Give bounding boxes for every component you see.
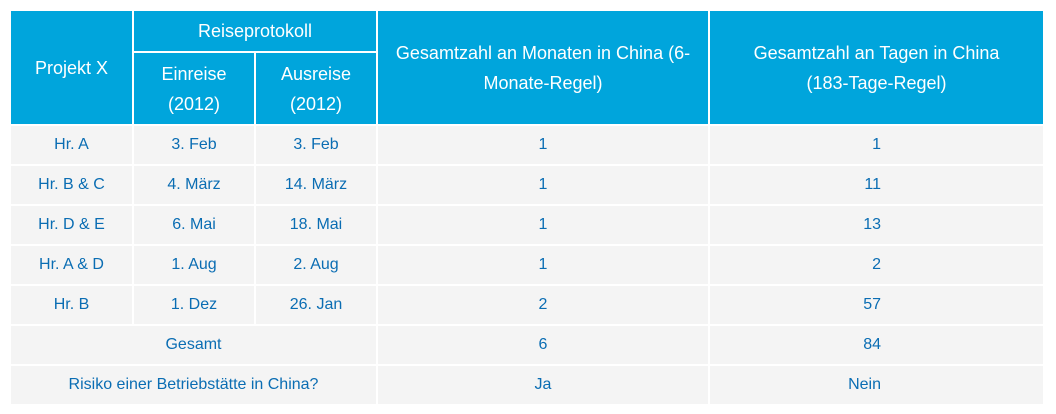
cell-entry: 6. Mai: [134, 206, 254, 244]
cell-exit: 3. Feb: [256, 126, 376, 164]
cell-exit: 26. Jan: [256, 286, 376, 324]
risk-months: Ja: [378, 366, 708, 404]
total-months: 6: [378, 326, 708, 364]
table-row: Hr. B & C 4. März 14. März 1 11: [11, 166, 1043, 204]
cell-entry: 1. Aug: [134, 246, 254, 284]
cell-days: 2: [710, 246, 1043, 284]
cell-days: 11: [710, 166, 1043, 204]
cell-person: Hr. A: [11, 126, 132, 164]
header-days: Gesamtzahl an Tagen in China (183-Tage-R…: [710, 11, 1043, 124]
header-months: Gesamtzahl an Monaten in China (6-Monate…: [378, 11, 708, 124]
header-exit: Ausreise (2012): [256, 53, 376, 124]
cell-months: 1: [378, 126, 708, 164]
header-project: Projekt X: [11, 11, 132, 124]
cell-months: 1: [378, 246, 708, 284]
cell-days: 13: [710, 206, 1043, 244]
cell-days: 57: [710, 286, 1043, 324]
cell-person: Hr. A & D: [11, 246, 132, 284]
cell-entry: 3. Feb: [134, 126, 254, 164]
cell-entry: 4. März: [134, 166, 254, 204]
total-label: Gesamt: [11, 326, 376, 364]
total-days: 84: [710, 326, 1043, 364]
cell-exit: 14. März: [256, 166, 376, 204]
cell-person: Hr. B: [11, 286, 132, 324]
table-row: Hr. D & E 6. Mai 18. Mai 1 13: [11, 206, 1043, 244]
table-row: Hr. B 1. Dez 26. Jan 2 57: [11, 286, 1043, 324]
cell-months: 1: [378, 166, 708, 204]
cell-exit: 18. Mai: [256, 206, 376, 244]
cell-months: 1: [378, 206, 708, 244]
cell-person: Hr. B & C: [11, 166, 132, 204]
cell-months: 2: [378, 286, 708, 324]
cell-entry: 1. Dez: [134, 286, 254, 324]
china-travel-table: Projekt X Reiseprotokoll Gesamtzahl an M…: [9, 9, 1045, 406]
risk-row: Risiko einer Betriebstätte in China? Ja …: [11, 366, 1043, 404]
risk-days: Nein: [710, 366, 1043, 404]
table-row: Hr. A 3. Feb 3. Feb 1 1: [11, 126, 1043, 164]
table-row: Hr. A & D 1. Aug 2. Aug 1 2: [11, 246, 1043, 284]
cell-exit: 2. Aug: [256, 246, 376, 284]
header-entry: Einreise (2012): [134, 53, 254, 124]
header-travel-log: Reiseprotokoll: [134, 11, 376, 51]
cell-person: Hr. D & E: [11, 206, 132, 244]
total-row: Gesamt 6 84: [11, 326, 1043, 364]
risk-label: Risiko einer Betriebstätte in China?: [11, 366, 376, 404]
cell-days: 1: [710, 126, 1043, 164]
